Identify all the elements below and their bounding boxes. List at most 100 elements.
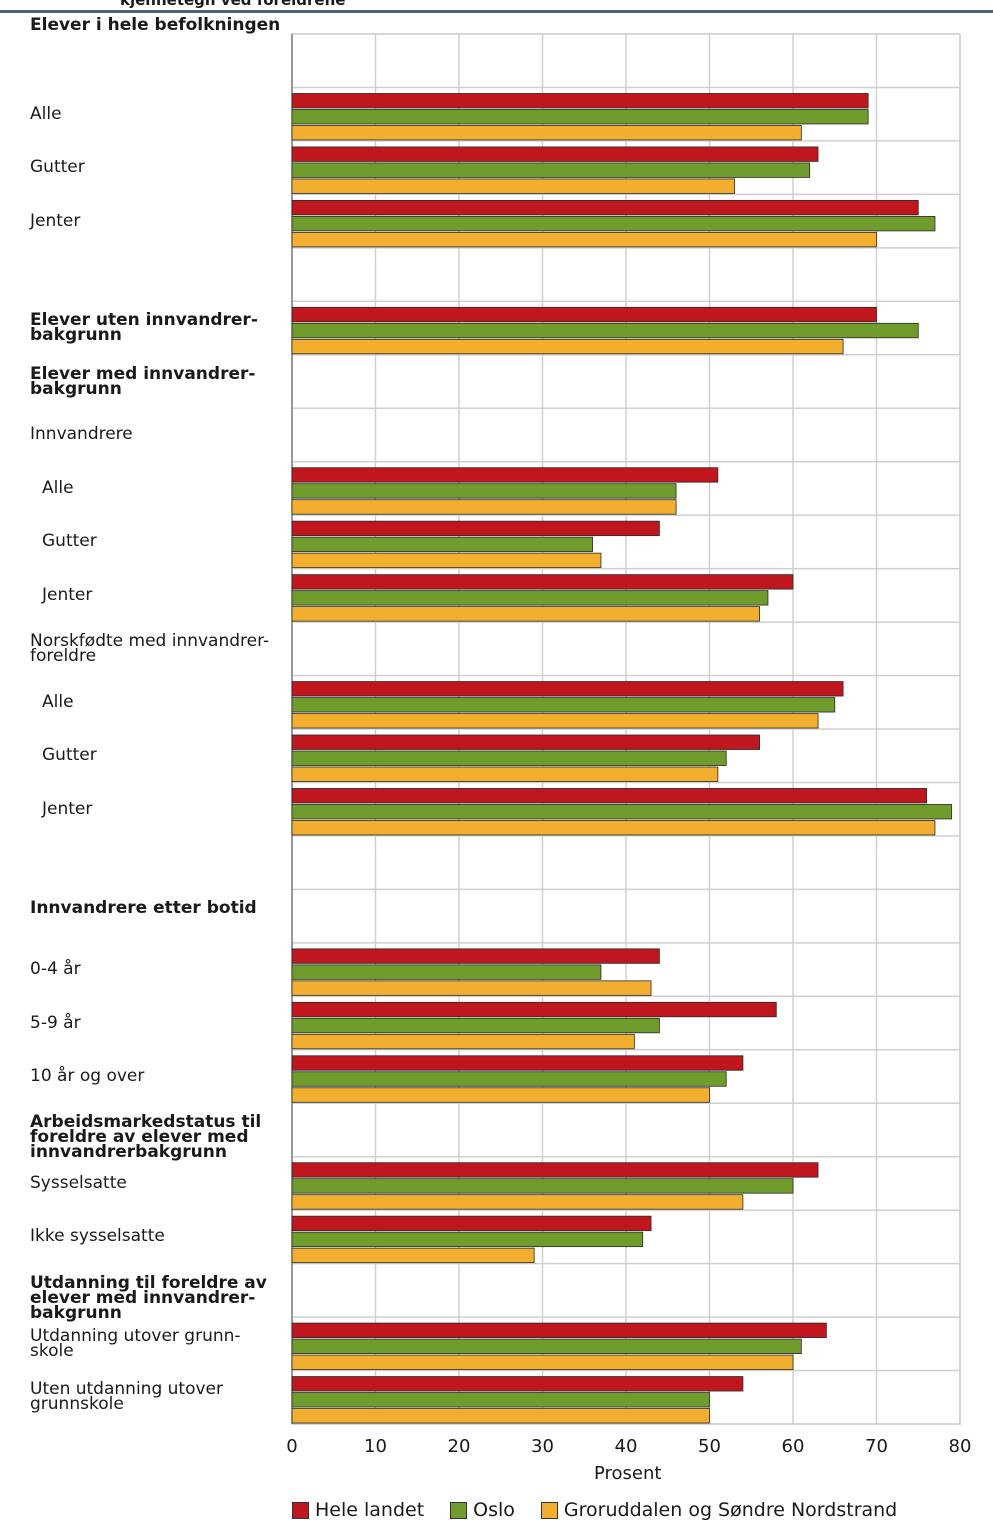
bar-oslo <box>291 804 953 820</box>
bar-groruddalen-og-s-ndre-nordstrand <box>291 1033 635 1050</box>
bar-hele-landet <box>291 681 844 697</box>
x-tick-label: 60 <box>781 1436 805 1457</box>
legend-item: Groruddalen og Søndre Nordstrand <box>540 1499 897 1521</box>
row-label-line: Norskfødte med innvandrer- <box>30 630 270 651</box>
bar-hele-landet <box>291 1162 819 1178</box>
row-label-line: Alle <box>30 103 62 124</box>
legend-item: Oslo <box>450 1499 515 1521</box>
row-label-line: Gutter <box>42 531 97 552</box>
row-label-line: Alle <box>42 477 74 498</box>
bar-oslo <box>291 1231 644 1248</box>
row-label: Jenter <box>42 586 92 603</box>
row-label: 10 år og over <box>30 1068 144 1085</box>
bar-oslo <box>291 322 919 339</box>
bar-hele-landet <box>291 1376 744 1392</box>
row-label-line: Innvandrere <box>30 424 133 445</box>
row-label: Sysselsatte <box>30 1172 127 1193</box>
bar-oslo <box>291 483 677 499</box>
bar-oslo <box>291 964 602 980</box>
row-label: Gutter <box>30 159 85 176</box>
row-label-line: Utdanning utover grunn- <box>30 1325 241 1346</box>
bar-hele-landet <box>291 199 919 216</box>
row-label-line: innvandrerbakgrunn <box>30 1142 227 1163</box>
bar-oslo <box>291 1017 660 1034</box>
legend-label: Oslo <box>473 1499 515 1521</box>
x-tick-label: 50 <box>698 1436 721 1457</box>
row-label-line: bakgrunn <box>30 378 122 399</box>
row-heading: Utdanning til foreldre av elever med innv… <box>30 1272 267 1321</box>
bar-hele-landet <box>291 788 927 804</box>
row-label: Alle <box>42 691 74 712</box>
row-label-line: foreldre <box>30 645 97 666</box>
bar-hele-landet <box>291 1001 777 1018</box>
row-label: Gutter <box>42 747 97 764</box>
bar-groruddalen-og-s-ndre-nordstrand <box>291 713 819 729</box>
bar-hele-landet <box>291 306 877 323</box>
row-label: 0-4 år <box>30 959 81 980</box>
bar-hele-landet <box>291 520 660 537</box>
bar-groruddalen-og-s-ndre-nordstrand <box>291 1247 535 1264</box>
row-label-line: grunnskole <box>30 1394 124 1415</box>
bar-groruddalen-og-s-ndre-nordstrand <box>291 125 802 141</box>
bar-oslo <box>291 590 769 606</box>
bar-oslo <box>291 1071 727 1087</box>
row-label: Alle <box>42 477 74 498</box>
bar-groruddalen-og-s-ndre-nordstrand <box>291 499 677 515</box>
row-label: Utdanning utover grunn-skole <box>30 1325 241 1361</box>
row-label-line: Alle <box>42 691 74 712</box>
chart-title-fragment: kjennetegn ved foreldrene <box>120 0 346 9</box>
row-label-line: 0-4 år <box>30 959 81 980</box>
row-label: Alle <box>30 103 62 124</box>
bar-hele-landet <box>291 467 719 483</box>
bar-groruddalen-og-s-ndre-nordstrand <box>291 1194 744 1210</box>
row-label: Ikke sysselsatte <box>30 1226 165 1247</box>
x-tick-label: 20 <box>447 1436 471 1457</box>
row-label-line: Innvandrere etter botid <box>30 898 257 919</box>
bar-hele-landet <box>291 574 794 590</box>
row-label-line: Jenter <box>42 798 93 819</box>
row-label: Innvandrere <box>30 424 133 445</box>
bar-groruddalen-og-s-ndre-nordstrand <box>291 552 602 569</box>
row-label-line: 5-9 år <box>30 1012 81 1033</box>
row-label-line: Elever i hele befolkningen <box>30 15 281 35</box>
row-label: 5-9 år <box>30 1012 81 1033</box>
row-label-line: skole <box>30 1340 74 1361</box>
row-heading: Arbeidsmarkedstatus til foreldre av eleve… <box>30 1112 262 1163</box>
legend-swatch <box>292 1501 309 1519</box>
top-rule <box>0 10 993 13</box>
bar-hele-landet <box>291 734 761 750</box>
row-label-line: Arbeidsmarkedstatus til <box>30 1112 262 1133</box>
bar-groruddalen-og-s-ndre-nordstrand <box>291 1087 710 1103</box>
row-label-line: Utdanning til foreldre av <box>30 1272 267 1293</box>
row-heading: Innvandrere etter botid <box>30 898 257 919</box>
bar-oslo <box>291 215 936 232</box>
bar-oslo <box>291 536 594 553</box>
row-heading: Elever i hele befolkningen <box>30 15 281 35</box>
x-tick-label: 10 <box>364 1436 387 1457</box>
x-tick-label: 40 <box>614 1436 638 1457</box>
legend-item: Hele landet <box>292 1499 424 1521</box>
bar-groruddalen-og-s-ndre-nordstrand <box>291 338 844 355</box>
legend-swatch <box>540 1501 558 1519</box>
bar-oslo <box>291 750 727 766</box>
row-label-line: Ikke sysselsatte <box>30 1226 165 1247</box>
bar-oslo <box>291 697 836 713</box>
legend: Hele landet Oslo Groruddalen og Søndre Nor… <box>292 1499 897 1521</box>
bar-groruddalen-og-s-ndre-nordstrand <box>291 606 761 622</box>
row-label-line: Sysselsatte <box>30 1172 127 1193</box>
x-tick-label: 80 <box>948 1436 972 1457</box>
row-label-line: Jenter <box>30 210 81 231</box>
bar-groruddalen-og-s-ndre-nordstrand <box>291 980 652 996</box>
bar-hele-landet <box>291 1215 652 1232</box>
x-tick-label: 30 <box>531 1436 554 1457</box>
bar-groruddalen-og-s-ndre-nordstrand <box>291 766 719 782</box>
row-label: Norskfødte med innvandrer-foreldre <box>30 630 270 666</box>
bar-oslo <box>291 1392 710 1408</box>
row-label-line: foreldre av elever med <box>30 1127 249 1148</box>
bar-oslo <box>291 1178 794 1194</box>
bar-hele-landet <box>291 1055 744 1071</box>
row-label-line: Elever med innvandrer- <box>30 363 256 384</box>
x-tick-label: 70 <box>865 1436 888 1457</box>
legend-swatch <box>450 1501 468 1519</box>
